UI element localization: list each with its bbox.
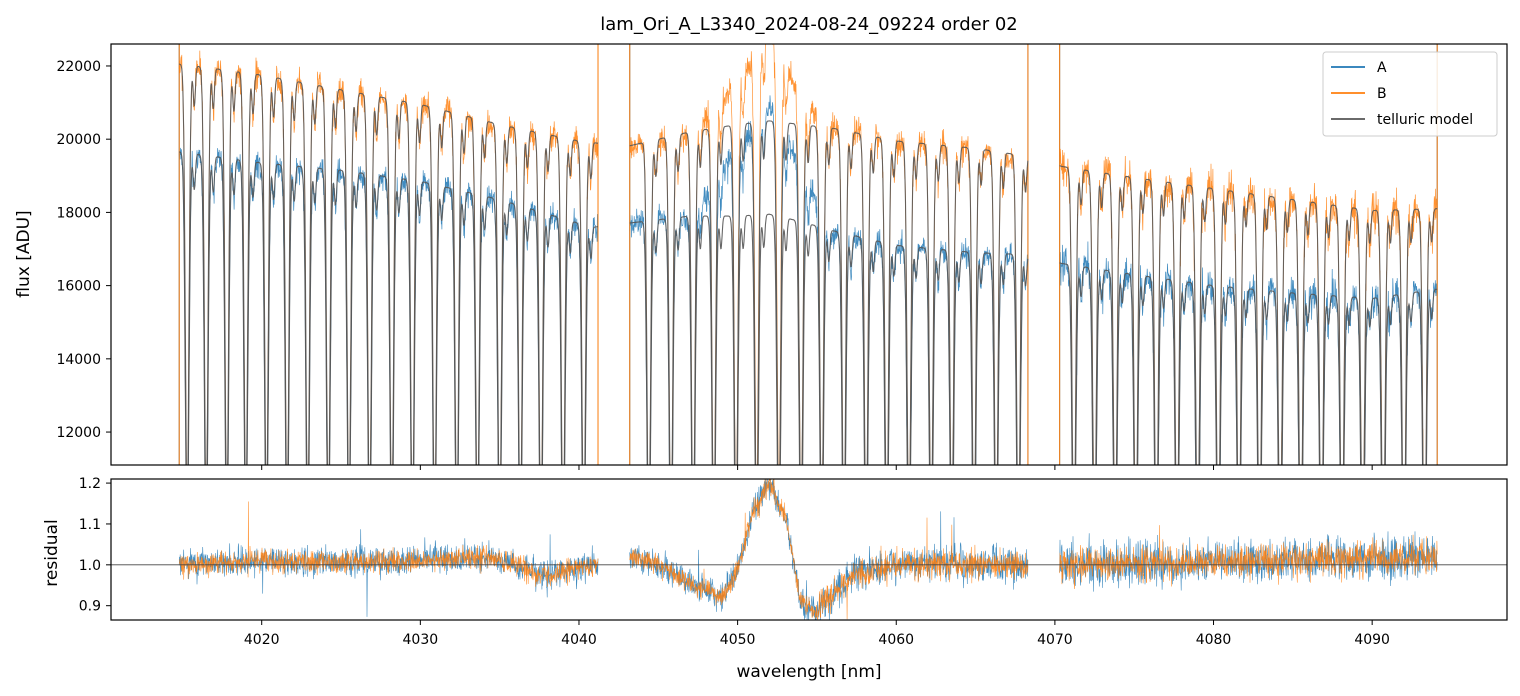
telluric-model-1-segment-0 [179, 63, 598, 465]
residual-series-group [111, 479, 1507, 620]
residual-x-tick-label-1: 4030 [403, 632, 439, 648]
residual-x-tick-label-4: 4060 [878, 632, 914, 648]
flux-series-group [178, 44, 1438, 465]
residual-y-tick-label-3: 1.2 [79, 476, 101, 492]
legend-label-telluric: telluric model [1377, 112, 1473, 128]
flux-y-axis-label: flux [ADU] [14, 210, 34, 297]
flux-x-ticks [261, 465, 1373, 470]
x-axis-label: wavelength [nm] [736, 662, 881, 682]
flux-y-tick-label-3: 18000 [56, 205, 101, 221]
residual-x-ticks: 4020 4030 4040 4050 4060 4070 4080 4090 [244, 620, 1390, 648]
residual-panel: 0.9 1.0 1.1 1.2 4020 4030 4040 4050 4060 4070 408… [42, 476, 1508, 682]
flux-panel: 12000 14000 16000 18000 20000 22000 flux [ADU… [14, 43, 1508, 470]
flux-y-tick-label-4: 20000 [56, 132, 101, 148]
residual-y-tick-label-2: 1.1 [79, 517, 101, 533]
legend-label-b: B [1377, 86, 1387, 102]
telluric-model-0-segment-0 [179, 151, 598, 465]
flux-panel-frame [110, 43, 1508, 466]
telluric-model-0-segment-2 [1059, 262, 1438, 465]
residual-x-tick-label-7: 4090 [1354, 632, 1390, 648]
residual-y-ticks: 0.9 1.0 1.1 1.2 [79, 476, 111, 615]
residual-x-tick-label-6: 4080 [1196, 632, 1232, 648]
residual-x-tick-label-2: 4040 [561, 632, 597, 648]
flux-y-tick-label-1: 14000 [56, 352, 101, 368]
flux-y-ticks: 12000 14000 16000 18000 20000 22000 [56, 59, 111, 441]
residual-series-b-segment-2 [1059, 525, 1438, 590]
residual-series-b-segment-1 [629, 479, 1029, 620]
residual-x-tick-label-3: 4050 [720, 632, 756, 648]
residual-y-axis-label: residual [42, 519, 62, 586]
legend-label-a: A [1377, 60, 1387, 76]
residual-panel-frame [110, 478, 1508, 621]
residual-y-tick-label-0: 0.9 [79, 599, 101, 615]
flux-y-tick-label-0: 12000 [56, 425, 101, 441]
flux-y-tick-label-5: 22000 [56, 59, 101, 75]
flux-series-b-segment-2 [1059, 148, 1438, 465]
chart-title: lam_Ori_A_L3340_2024-08-24_09224 order 0… [600, 14, 1018, 35]
residual-x-tick-label-5: 4070 [1037, 632, 1073, 648]
residual-series-b-segment-0 [178, 501, 599, 587]
flux-y-tick-label-2: 16000 [56, 279, 101, 295]
residual-series-a-segment-1 [629, 479, 1029, 620]
residual-x-tick-label-0: 4020 [244, 632, 280, 648]
legend: A B telluric model [1322, 51, 1498, 137]
residual-y-tick-label-1: 1.0 [79, 558, 101, 574]
telluric-model-0-segment-1 [629, 213, 1029, 465]
telluric-model-1-segment-2 [1059, 165, 1438, 465]
legend-box [1322, 51, 1498, 137]
telluric-model-1-segment-1 [629, 120, 1029, 465]
